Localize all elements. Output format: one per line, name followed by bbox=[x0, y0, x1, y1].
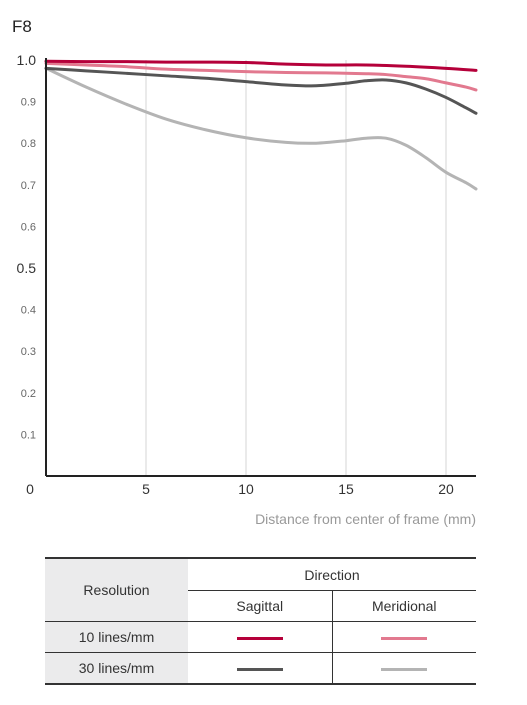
y-tick-label: 0.2 bbox=[21, 388, 36, 400]
legend-swatch bbox=[381, 636, 428, 640]
series-line bbox=[44, 66, 478, 191]
row-label-10: 10 lines/mm bbox=[45, 621, 188, 653]
legend-swatch bbox=[236, 667, 283, 671]
chart-title: F8 bbox=[12, 17, 32, 36]
series-line bbox=[44, 61, 478, 92]
direction-header: Direction bbox=[188, 557, 476, 591]
sagittal-header: Sagittal bbox=[188, 590, 333, 622]
x-tick-label: 15 bbox=[338, 481, 354, 497]
legend-cell-10-sagittal bbox=[188, 621, 333, 653]
x-tick-labels: 0 5 10 15 20 bbox=[26, 481, 454, 497]
x-tick-label: 5 bbox=[142, 481, 150, 497]
legend-cell-30-sagittal bbox=[188, 652, 333, 685]
x-axis-label: Distance from center of frame (mm) bbox=[255, 511, 476, 527]
series-line bbox=[44, 66, 478, 115]
legend-swatch bbox=[236, 636, 283, 640]
y-tick-labels: 0.1 0.2 0.3 0.4 0.5 0.6 0.7 0.8 0.9 1.0 bbox=[17, 52, 37, 441]
legend-cell-10-meridional bbox=[332, 621, 476, 653]
axes bbox=[45, 58, 476, 477]
y-tick-label: 0.4 bbox=[21, 305, 36, 317]
x-tick-label: 10 bbox=[238, 481, 254, 497]
y-tick-label: 0.9 bbox=[21, 97, 36, 109]
legend-swatch bbox=[381, 667, 428, 671]
series-line bbox=[44, 59, 478, 72]
meridional-header: Meridional bbox=[332, 590, 476, 622]
grid-lines bbox=[145, 60, 447, 476]
y-tick-label: 0.6 bbox=[21, 221, 36, 233]
y-tick-label: 0.7 bbox=[21, 180, 36, 192]
y-tick-label: 0.3 bbox=[21, 346, 36, 358]
x-tick-label: 20 bbox=[438, 481, 454, 497]
mtf-chart: F8 0.1 0.2 0.3 0.4 0.5 0.6 0.7 0.8 0.9 1.0 0 5 10 15… bbox=[12, 17, 478, 527]
y-tick-label: 0.8 bbox=[21, 138, 36, 150]
series-lines bbox=[44, 59, 478, 191]
legend-cell-30-meridional bbox=[332, 652, 476, 685]
x-tick-label: 0 bbox=[26, 481, 34, 497]
resolution-header: Resolution bbox=[45, 557, 188, 622]
row-label-30: 30 lines/mm bbox=[45, 652, 188, 685]
y-tick-label: 1.0 bbox=[17, 52, 37, 68]
y-tick-label: 0.5 bbox=[17, 260, 37, 276]
legend-table: Resolution Direction Sagittal Meridional… bbox=[45, 557, 476, 685]
y-tick-label: 0.1 bbox=[21, 429, 36, 441]
